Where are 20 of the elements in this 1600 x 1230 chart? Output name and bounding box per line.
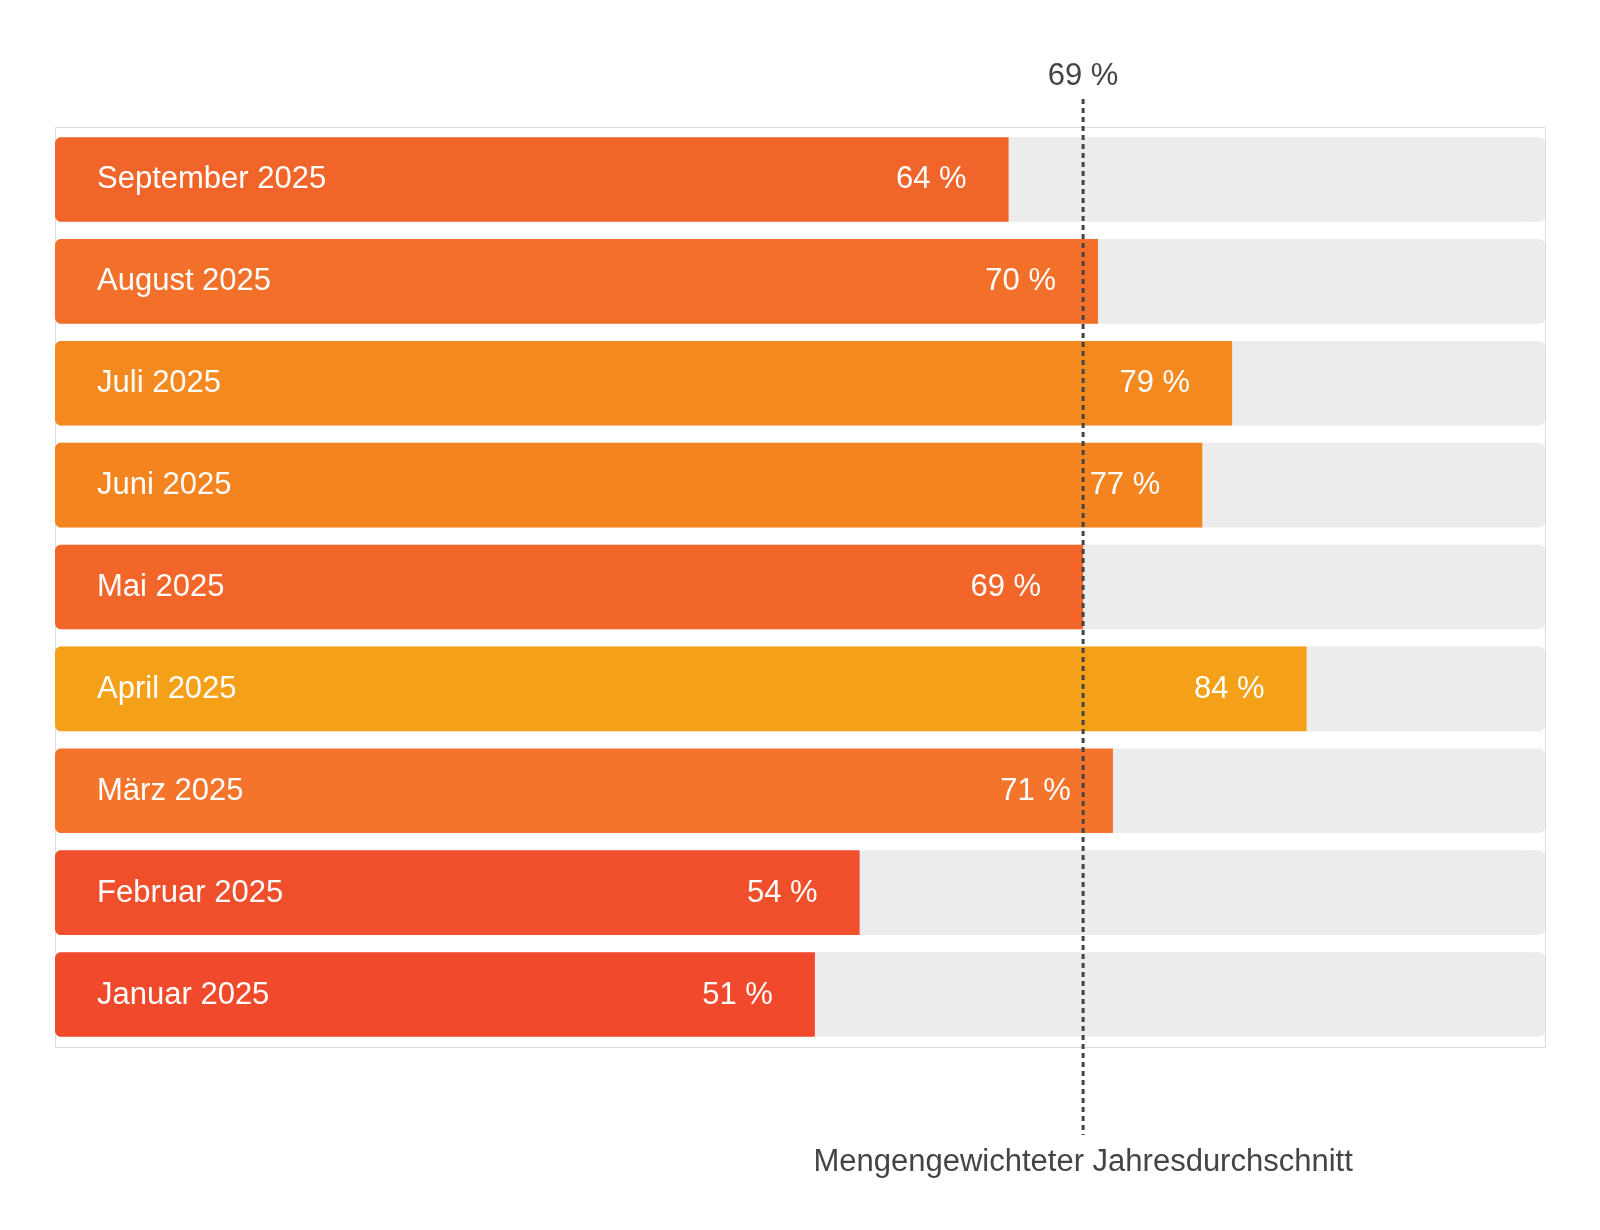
y-tick-label: August 2025 — [97, 262, 272, 298]
ref-line-label: 69 % — [1047, 57, 1119, 92]
data-label: 84 % — [1193, 669, 1265, 705]
y-tick-label: Mai 2025 — [97, 568, 225, 603]
data-label: 51 % — [702, 975, 773, 1011]
y-tick-label: Juli 2025 — [97, 364, 222, 400]
data-label: 71 % — [1000, 771, 1071, 807]
y-tick-label: April 2025 — [97, 669, 237, 705]
data-label: 79 % — [1119, 364, 1191, 400]
data-label: 64 % — [895, 160, 967, 196]
data-label: 70 % — [985, 262, 1056, 298]
data-label: 54 % — [746, 873, 818, 909]
text: Mengengewichteter Jahresdurchschnitt — [813, 1143, 1354, 1178]
data-label: 77 % — [1089, 466, 1161, 502]
y-tick-label: Februar 2025 — [97, 873, 284, 909]
data-label: 69 % — [970, 568, 1042, 603]
y-tick-label: März 2025 — [97, 771, 244, 807]
y-tick-label: Juni 2025 — [97, 466, 232, 502]
y-tick-label: Januar 2025 — [97, 975, 270, 1011]
y-tick-label: September 2025 — [97, 160, 327, 196]
